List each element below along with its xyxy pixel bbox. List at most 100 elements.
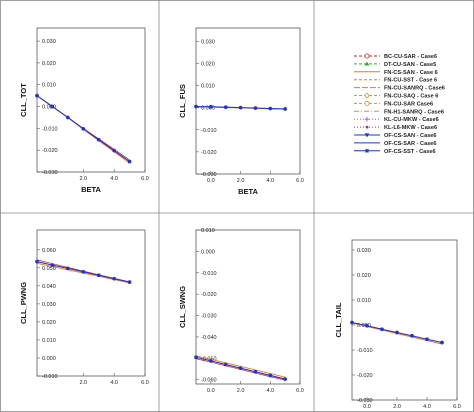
data-point [208, 358, 213, 363]
data-point [223, 362, 228, 367]
y-tick-label: 0.050 [42, 266, 56, 272]
y-tick-label: -0.030 [357, 398, 373, 404]
panels: -0.030 -0.020 -0.010 0.000 0.010 0.020 0.030 2.… [19, 27, 461, 410]
y-axis-label: CLL_TOT [19, 83, 28, 117]
data-point [65, 115, 70, 120]
data-point [440, 340, 444, 345]
y-axis-label: CLL_TAIL [334, 302, 343, 337]
legend-label: KL-L6-MKW - Case6 [384, 125, 437, 131]
y-tick-label: -0.010 [42, 126, 58, 132]
x-tick-label: 2.0 [79, 176, 87, 182]
legend-marker [364, 117, 370, 122]
y-tick-label: 0.000 [201, 106, 215, 112]
x-axis-label: BETA [81, 185, 101, 194]
plot-box [36, 27, 146, 173]
data-point [253, 106, 258, 110]
y-tick-label: -0.010 [201, 128, 217, 134]
y-tick-label: 0.000 [42, 105, 56, 111]
data-point [283, 377, 288, 381]
data-point [112, 276, 117, 281]
y-tick-label: -0.040 [201, 335, 217, 341]
plot-box [195, 27, 301, 175]
y-tick-label: 0.010 [357, 298, 371, 304]
data-point [50, 263, 55, 268]
x-tick-label: 2.0 [393, 404, 401, 410]
legend-label: OF-CS-SAR - Case6 [384, 141, 437, 147]
data-point [365, 323, 369, 328]
y-tick-label: -0.020 [201, 150, 217, 156]
legend-label: FN-CU-SAQ - Case 6 [384, 94, 438, 100]
legend-label: OF-CS-SAN - Case6 [384, 133, 437, 139]
y-tick-label: -0.060 [201, 378, 217, 384]
chart-panel-cll-swng: -0.060-0.050-0.040-0.030-0.020-0.0100.00… [178, 228, 304, 394]
y-tick-label: 0.030 [42, 302, 56, 308]
x-tick-label: 2.0 [237, 388, 245, 394]
plot-box [351, 239, 458, 401]
legend-label: FN-CU-SST - Case 6 [384, 78, 437, 84]
y-tick-label: -0.030 [201, 314, 217, 320]
legend-entry: FN-CU-SAR Case6 [354, 100, 433, 107]
y-tick-label: 0.020 [357, 273, 371, 279]
x-tick-label: 0.0 [207, 178, 215, 184]
legend-entry: KL-CU-MKW - Case6 [354, 117, 439, 123]
legend-entry: DT-CU-SAN - Case5 [354, 61, 436, 68]
data-point [96, 273, 101, 278]
data-point [127, 159, 132, 164]
data-point [223, 105, 228, 110]
y-tick-label: -0.030 [201, 172, 217, 178]
data-point [208, 104, 213, 109]
data-point [65, 266, 70, 271]
y-tick-label: -0.010 [201, 271, 217, 277]
legend-marker [364, 148, 370, 153]
y-tick-label: -0.030 [42, 170, 58, 176]
legend-label: KL-CU-MKW - Case6 [384, 117, 439, 123]
y-tick-label: 0.020 [42, 61, 56, 67]
data-point [50, 104, 55, 109]
x-axis-label: BETA [238, 187, 258, 196]
y-tick-label: -0.010 [42, 374, 58, 380]
plot-box [36, 229, 146, 377]
data-point [194, 355, 198, 360]
y-tick-label: 0.060 [42, 248, 56, 254]
data-point [194, 104, 198, 109]
y-tick-label: -0.020 [357, 373, 373, 379]
data-point [410, 333, 414, 338]
x-tick-label: 6.0 [141, 176, 149, 182]
y-tick-label: 0.000 [201, 249, 215, 255]
y-tick-label: 0.030 [357, 248, 371, 254]
y-tick-label: 0.040 [42, 284, 56, 290]
data-point [238, 366, 243, 371]
x-tick-label: 2.0 [237, 178, 245, 184]
data-point [395, 330, 399, 335]
chart-panel-cll-tail: -0.030-0.020-0.0100.0000.0100.0200.0300.… [334, 239, 461, 410]
data-point [268, 106, 273, 111]
legend-entry: OF-CS-SAR - Case6 [354, 141, 437, 147]
x-tick-label: 4.0 [423, 404, 431, 410]
legend-label: FN-CS-SAN - Case 6 [384, 70, 438, 76]
legend-entry: FN-CU-SST - Case 6 [354, 78, 437, 84]
data-point [283, 107, 288, 111]
data-point [81, 126, 86, 131]
legend-entry: OF-CS-SST - Case6 [354, 148, 436, 155]
y-axis-label: CLL_FUS [178, 84, 187, 118]
legend-entry: FN-H1-SANRQ - Case6 [354, 109, 444, 115]
legend-entry: FN-CS-SAN - Case 6 [354, 70, 438, 76]
y-tick-label: -0.010 [357, 348, 373, 354]
data-point [96, 137, 101, 142]
data-point [127, 280, 132, 284]
data-point [238, 105, 243, 110]
data-point [35, 93, 39, 98]
chart-panel-cll-fus: -0.030 -0.020 -0.010 0.000 0.010 0.020 0.030 0.… [178, 27, 304, 196]
legend-marker [365, 125, 369, 129]
legend-entry: FN-CU-SANRQ - Case6 [354, 86, 445, 92]
legend-label: BC-CU-SAR - Case6 [384, 54, 437, 60]
legend-entry: FN-CU-SAQ - Case 6 [354, 92, 438, 100]
plot-box [195, 229, 301, 385]
data-point [350, 320, 354, 325]
y-axis-label: CLL_PWNG [19, 282, 28, 324]
legend-entry: OF-CS-SAN - Case6 [354, 133, 437, 139]
x-tick-label: 4.0 [110, 380, 118, 386]
legend-label: OF-CS-SST - Case6 [384, 149, 436, 155]
chart-panel-cll-pwng: -0.010 0.000 0.010 0.020 0.030 0.040 0.050 0.06… [19, 229, 149, 386]
y-tick-label: 0.030 [42, 39, 56, 45]
